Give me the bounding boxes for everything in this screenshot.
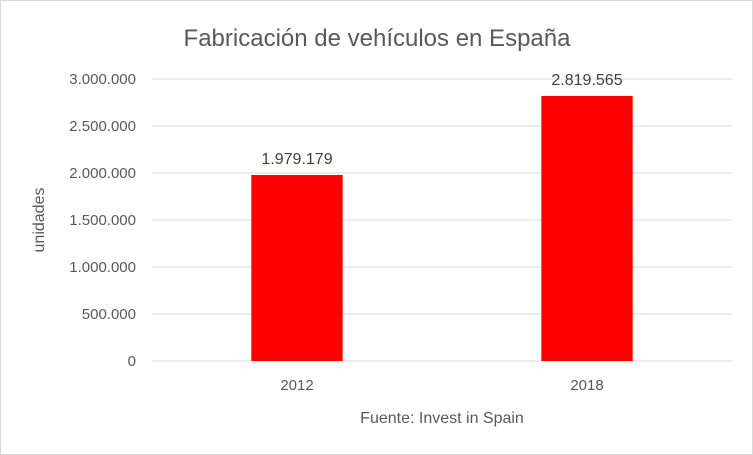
- x-tick-label: 2012: [280, 377, 313, 394]
- y-tick-label: 500.000: [82, 306, 136, 323]
- y-tick-label: 2.500.000: [69, 118, 136, 135]
- y-axis-title: unidades: [31, 188, 48, 253]
- x-axis-title: Fuente: Invest in Spain: [360, 410, 524, 427]
- y-tick-label: 1.500.000: [69, 212, 136, 229]
- y-tick-label: 3.000.000: [69, 71, 136, 88]
- bar-2012: [251, 174, 343, 361]
- bars: [251, 95, 633, 362]
- x-tick-label: 2018: [570, 377, 603, 394]
- y-tick-label: 0: [128, 353, 136, 370]
- x-axis-ticks: 2012 2018: [280, 377, 603, 394]
- gridlines: [152, 78, 732, 362]
- y-tick-label: 1.000.000: [69, 259, 136, 276]
- data-label-2012: 1.979.179: [261, 151, 332, 168]
- data-labels: 1.979.179 2.819.565: [261, 72, 622, 168]
- bar-2018: [541, 95, 633, 362]
- chart-title: Fabricación de vehículos en España: [184, 25, 572, 52]
- y-axis-ticks: 0 500.000 1.000.000 1.500.000 2.000.000 2.500…: [69, 71, 136, 370]
- y-tick-label: 2.000.000: [69, 165, 136, 182]
- data-label-2018: 2.819.565: [551, 72, 622, 89]
